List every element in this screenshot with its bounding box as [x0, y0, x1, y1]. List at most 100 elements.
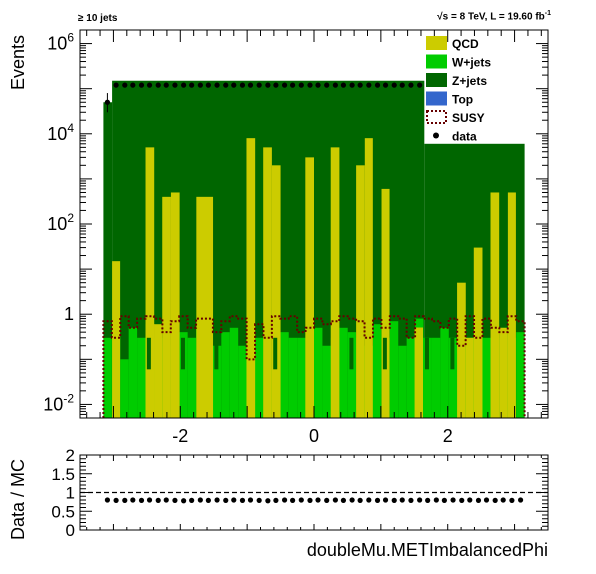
qcd-bar [499, 327, 508, 418]
zjets-dip [450, 337, 455, 370]
ratio-point [517, 497, 524, 503]
susy-histogram [102, 315, 526, 418]
legend-label: Top [452, 93, 473, 107]
ratio-point [155, 497, 161, 503]
zjets-dip [424, 337, 429, 370]
legend-label: SUSY [452, 111, 485, 125]
wjets-bar [187, 337, 197, 418]
ratio-point [349, 497, 355, 503]
ratio-point [425, 497, 431, 503]
data-point [366, 82, 372, 88]
wjets-bar [288, 337, 298, 418]
wjets-bar [372, 324, 382, 418]
qcd-bar [490, 192, 500, 418]
wjets-bar [255, 337, 264, 418]
legend-label: Z+jets [452, 74, 487, 88]
data-point [315, 82, 321, 88]
data-point [332, 82, 338, 88]
zjets-dip [146, 337, 151, 370]
ratio-point [298, 497, 304, 503]
ratio-point [256, 497, 262, 503]
qcd-bar [465, 337, 474, 418]
ratio-point [138, 497, 145, 503]
data-point [281, 82, 288, 88]
wjets-bar [103, 337, 112, 418]
ratio-point [332, 497, 338, 503]
qcd-bar [271, 165, 281, 418]
qcd-bar [364, 138, 373, 418]
y-tick-label: 10-2 [43, 391, 74, 414]
ratio-point [223, 497, 229, 503]
y-tick-label: 102 [47, 211, 74, 234]
wjets-bar [448, 337, 458, 418]
ratio-point [500, 497, 506, 503]
legend-swatch [426, 36, 447, 50]
wjets-bar [212, 345, 222, 418]
wjets-bar [406, 337, 416, 418]
main-y-axis: 10-2 1 102 104 106 Events [8, 29, 548, 419]
ratio-point [441, 497, 447, 503]
luminosity-label: √s = 8 TeV, L = 19.60 fb-1 [437, 10, 551, 22]
ratio-point [509, 497, 515, 503]
qcd-bar [356, 165, 365, 418]
data-point [247, 82, 254, 88]
zjets-dip [349, 337, 354, 370]
data-point [349, 82, 355, 88]
data-point [231, 82, 237, 88]
qcd-bar [263, 147, 272, 418]
wjets-bar [398, 345, 407, 418]
data-point [239, 82, 246, 88]
ratio-point [239, 497, 246, 503]
legend-swatch [426, 73, 447, 87]
legend-label: W+jets [452, 56, 491, 70]
ratio-point [408, 497, 414, 503]
qcd-bar [112, 261, 121, 418]
data-point [382, 82, 389, 88]
data-point [324, 82, 330, 88]
ratio-point [189, 497, 195, 503]
data-point [172, 82, 178, 88]
ratio-point [324, 497, 330, 503]
data-point [130, 82, 136, 88]
ratio-point [483, 497, 490, 503]
ratio-y-tick-label: 0.5 [51, 502, 75, 521]
ratio-point [273, 497, 279, 503]
zjets-dip [273, 337, 278, 370]
data-point [155, 82, 161, 88]
data-point [163, 82, 169, 88]
ratio-y-axis-label: Data / MC [8, 459, 28, 540]
ratio-point [104, 497, 111, 503]
data-point [374, 82, 381, 88]
channel-label: ≥ 10 jets [78, 13, 118, 24]
qcd-bar [162, 196, 171, 418]
ratio-point [459, 497, 465, 503]
wjets-bar [128, 327, 138, 418]
data-point [273, 82, 279, 88]
ratio-point [146, 497, 153, 503]
data-point [391, 82, 397, 88]
qcd-bar [381, 188, 390, 418]
wjets-bar [440, 327, 449, 418]
stacked-histogram [102, 80, 526, 418]
wjets-bar [179, 332, 188, 418]
zjets-dip [180, 337, 185, 370]
zjets-dip [382, 337, 387, 370]
ratio-point [399, 497, 405, 503]
qcd-bar [457, 282, 466, 418]
ratio-point [366, 497, 372, 503]
ratio-point [130, 497, 136, 503]
ratio-point [340, 497, 347, 503]
zjets-bar [103, 102, 113, 418]
qcd-bar [145, 147, 155, 418]
legend-swatch [426, 91, 447, 106]
main-x-axis: -2 0 2 [86, 30, 542, 446]
data-point [181, 82, 187, 88]
data-points [104, 82, 423, 113]
y-tick-label: 1 [64, 304, 74, 324]
y-tick-label: 104 [47, 121, 74, 144]
qcd-bar [154, 324, 163, 418]
ratio-point [475, 497, 482, 503]
wjets-bar [280, 332, 289, 418]
wjets-bar [431, 337, 441, 418]
